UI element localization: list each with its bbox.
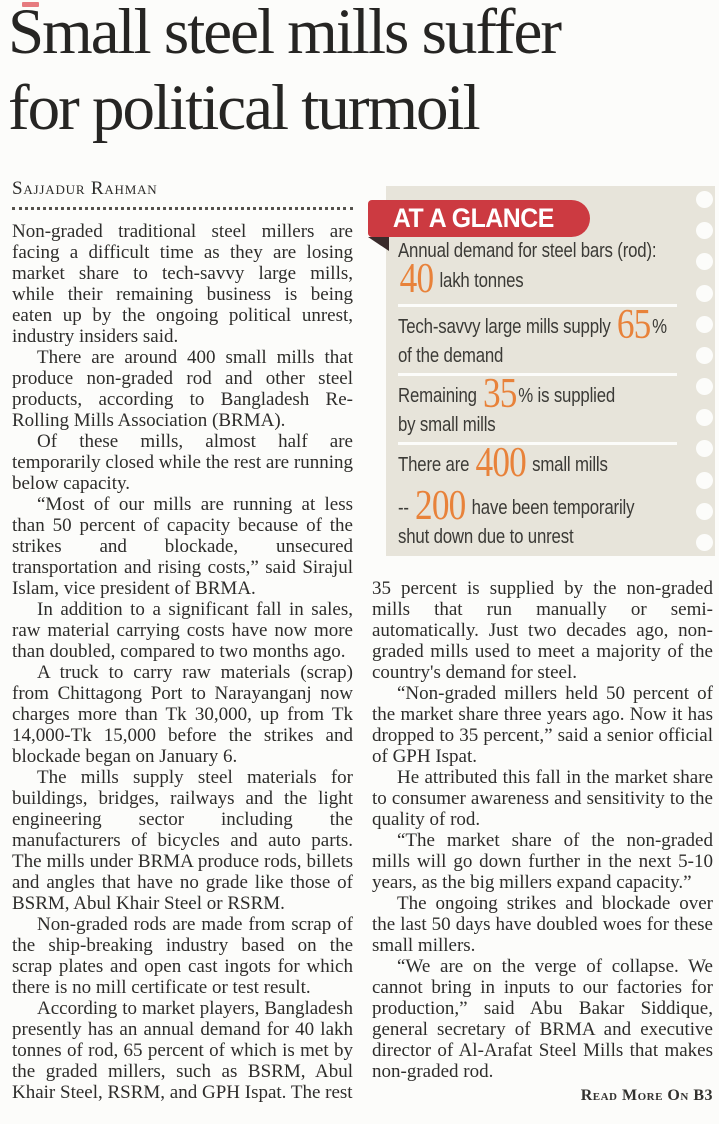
- glance-row-small-mills-share: Remaining 35% is supplied by small mills: [398, 373, 677, 445]
- stat-wrap-line: by small mills: [398, 414, 496, 436]
- paragraph-5: In addition to a significant fall in sal…: [12, 599, 353, 662]
- perforation-hole: [696, 253, 713, 271]
- paragraph-4: “Most of our mills are running at less t…: [12, 494, 353, 599]
- stat-number: 400: [475, 440, 527, 486]
- perforation-hole: [696, 346, 713, 364]
- article-headline: Small steel mills suffer for political t…: [8, 0, 562, 146]
- byline: Sajjadur Rahman: [12, 178, 158, 199]
- stat-post-text: have been temporarily: [467, 497, 635, 519]
- stat-post-text: % is supplied: [518, 385, 616, 407]
- glance-content: Annual demand for steel bars (rod): 40 l…: [386, 186, 715, 554]
- stat-unit: lakh tonnes: [434, 270, 524, 292]
- stat-pre-text: There are: [398, 454, 474, 476]
- byline-divider-rule: [12, 207, 353, 210]
- at-a-glance-banner: AT A GLANCE: [368, 200, 590, 237]
- stat-number: 40: [399, 256, 434, 302]
- perforation-hole: [696, 191, 713, 208]
- perforation-hole: [696, 315, 713, 333]
- right-column: 35 percent is supplied by the non-graded…: [372, 578, 713, 1105]
- paragraph-7: The mills supply steel materials for bui…: [12, 767, 353, 914]
- stat-number: 200: [415, 483, 466, 529]
- paragraph-15: “We are on the verge of collapse. We can…: [372, 956, 713, 1082]
- headline-line-2: for political turmoil: [8, 72, 481, 144]
- paragraph-1: Non-graded traditional steel millers are…: [12, 221, 353, 347]
- paragraph-12: He attributed this fall in the market sh…: [372, 767, 713, 830]
- glance-row-large-mills: Tech-savvy large mills supply 65% of the…: [398, 304, 677, 376]
- glance-row-demand: Annual demand for steel bars (rod): 40 l…: [398, 238, 677, 307]
- paragraph-13: “The market share of the non-graded mill…: [372, 830, 713, 893]
- perforated-edge: [696, 191, 713, 551]
- glance-row-shut-down: -- 200 have been temporarily shut down d…: [398, 485, 677, 554]
- banner-fold: [368, 237, 389, 251]
- paragraph-11: “Non-graded millers held 50 percent of t…: [372, 683, 713, 767]
- paragraph-8: Non-graded rods are made from scrap of t…: [12, 914, 353, 998]
- left-column: Non-graded traditional steel millers are…: [12, 221, 353, 1103]
- stat-post-text: %: [652, 316, 667, 338]
- stat-wrap-line: of the demand: [398, 345, 504, 367]
- glance-row-label: Annual demand for steel bars (rod):: [398, 240, 657, 262]
- at-a-glance-box: AT A GLANCE Annual demand for steel bars…: [368, 186, 715, 556]
- paragraph-14: The ongoing strikes and blockade over th…: [372, 893, 713, 956]
- red-print-artifact: [22, 2, 39, 7]
- stat-pre-text: Tech-savvy large mills supply: [398, 316, 616, 338]
- stat-number: 35: [482, 371, 517, 417]
- stat-number: 65: [616, 302, 651, 348]
- stat-wrap-line: shut down due to unrest: [398, 526, 574, 548]
- paragraph-2: There are around 400 small mills that pr…: [12, 347, 353, 431]
- paragraph-3: Of these mills, almost half are temporar…: [12, 431, 353, 494]
- perforation-hole: [696, 471, 713, 489]
- stat-post-text: small mills: [527, 454, 608, 476]
- glance-row-mill-count: There are 400 small mills: [398, 442, 677, 488]
- perforation-hole: [696, 502, 713, 520]
- perforation-hole: [696, 533, 713, 551]
- perforation-hole: [696, 409, 713, 427]
- at-a-glance-title: AT A GLANCE: [392, 203, 554, 233]
- paragraph-9: According to market players, Bangladesh …: [12, 998, 353, 1103]
- stat-pre-text: --: [398, 497, 414, 519]
- paragraph-10: 35 percent is supplied by the non-graded…: [372, 578, 713, 683]
- perforation-hole: [696, 378, 713, 396]
- perforation-hole: [696, 284, 713, 302]
- perforation-hole: [696, 222, 713, 240]
- headline-line-1: Small steel mills suffer: [8, 0, 562, 68]
- stat-pre-text: Remaining: [398, 385, 482, 407]
- read-more-note: Read More On B3: [580, 1087, 713, 1104]
- paragraph-6: A truck to carry raw materials (scrap) f…: [12, 662, 353, 767]
- perforation-hole: [696, 440, 713, 458]
